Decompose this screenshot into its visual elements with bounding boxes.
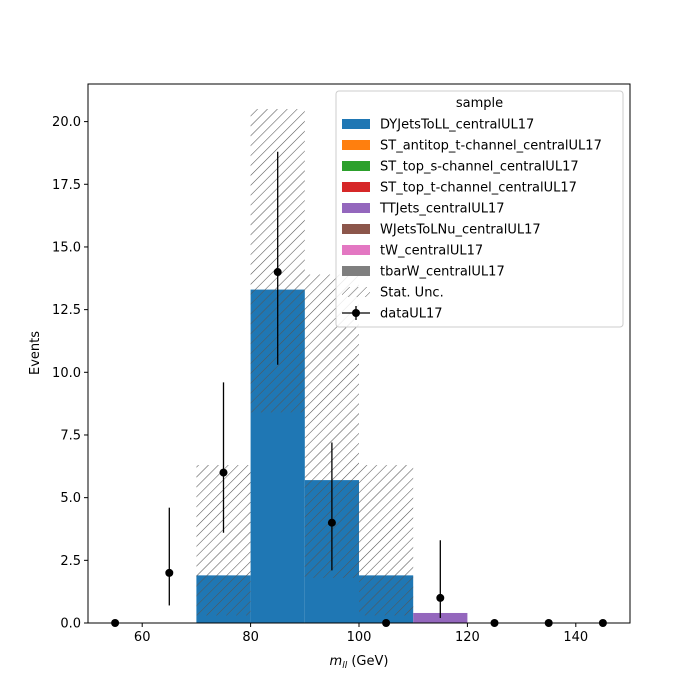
legend-label-wjetstolnu-centralul17: WJetsToLNu_centralUL17 <box>380 223 541 238</box>
y-tick-label: 7.5 <box>60 428 81 443</box>
legend-label-st-top-s-channel-centralul17: ST_top_s-channel_centralUL17 <box>380 160 579 175</box>
legend-swatch-ttjets-centralul17 <box>342 203 370 213</box>
x-axis-ticks: 60 80 100 120 140 <box>134 623 588 645</box>
legend-box <box>335 90 624 328</box>
y-tick-label: 17.5 <box>52 178 81 193</box>
stat-unc-band-bin-5 <box>359 465 414 616</box>
legend-label-stat-unc-: Stat. Unc. <box>380 286 444 301</box>
x-tick-label: 140 <box>563 630 588 645</box>
data-point-2 <box>219 468 228 477</box>
x-tick-label: 100 <box>347 630 372 645</box>
y-tick-label: 0.0 <box>60 617 81 632</box>
data-point-4 <box>327 518 336 527</box>
x-tick-label: 60 <box>134 630 151 645</box>
legend: sample DYJetsToLL_centralUL17 ST_antitop_t… <box>335 90 624 328</box>
legend-title: sample <box>456 96 503 111</box>
y-tick-label: 20.0 <box>52 115 81 130</box>
x-tick-label: 80 <box>242 630 259 645</box>
legend-swatch-st-top-t-channel-centralul17 <box>342 182 370 192</box>
data-point-1 <box>165 568 174 577</box>
legend-swatch-st-top-s-channel-centralul17 <box>342 161 370 171</box>
data-point-6 <box>436 593 445 602</box>
x-axis-label: mll (GeV) <box>330 654 389 671</box>
bar-ttjets-centralul17-bin-6 <box>413 612 468 623</box>
legend-label-st-antitop-t-channel-centralul17: ST_antitop_t-channel_centralUL17 <box>380 139 602 154</box>
legend-label-dyjetstoll-centralul17: DYJetsToLL_centralUL17 <box>380 118 534 133</box>
legend-swatch-stat-unc- <box>342 287 370 297</box>
y-tick-label: 5.0 <box>60 491 81 506</box>
legend-label-tw-centralul17: tW_centralUL17 <box>380 244 483 259</box>
legend-label-tbarw-centralul17: tbarW_centralUL17 <box>380 265 505 280</box>
data-points <box>111 151 607 627</box>
legend-swatch-wjetstolnu-centralul17 <box>342 224 370 234</box>
legend-label-dataul17: dataUL17 <box>380 307 443 322</box>
y-tick-label: 2.5 <box>60 554 81 569</box>
legend-label-st-top-t-channel-centralul17: ST_top_t-channel_centralUL17 <box>380 181 577 196</box>
y-tick-label: 12.5 <box>52 303 81 318</box>
data-point-3 <box>273 268 282 277</box>
x-tick-label: 120 <box>455 630 480 645</box>
legend-swatch-tw-centralul17 <box>342 245 370 255</box>
legend-swatch-st-antitop-t-channel-centralul17 <box>342 140 370 150</box>
y-tick-label: 15.0 <box>52 240 81 255</box>
legend-swatch-dyjetstoll-centralul17 <box>342 119 370 129</box>
y-axis-label: Events <box>28 331 43 375</box>
legend-swatch-tbarw-centralul17 <box>342 266 370 276</box>
legend-label-ttjets-centralul17: TTJets_centralUL17 <box>379 202 505 217</box>
y-tick-label: 10.0 <box>52 366 81 381</box>
y-axis-ticks: 0.0 2.5 5.0 7.5 10.0 12.5 15.0 17.5 20.0 <box>52 115 88 632</box>
legend-swatch-dataul17-marker <box>352 309 360 317</box>
